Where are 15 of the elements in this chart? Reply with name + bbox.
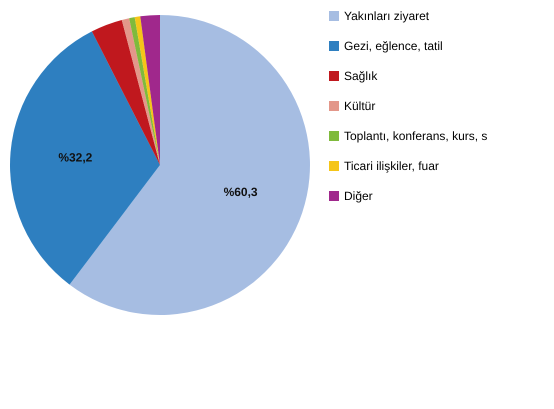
legend-label: Gezi, eğlence, tatil xyxy=(344,39,443,53)
pie-slice xyxy=(140,15,160,165)
legend-label: Ticari ilişkiler, fuar xyxy=(344,159,439,173)
legend-label: Sağlık xyxy=(344,69,378,83)
pie-slice xyxy=(122,18,160,165)
data-label: %32,2 xyxy=(58,150,93,165)
pie-slice xyxy=(134,16,160,165)
data-label: %60,3 xyxy=(224,185,258,200)
legend-label: Yakınları ziyaret xyxy=(344,9,430,23)
pie-slice xyxy=(92,20,160,165)
legend-label: Toplantı, konferans, kurs, s xyxy=(344,129,488,143)
legend-label: Kültür xyxy=(344,99,376,113)
pie-slice xyxy=(129,17,160,165)
pie-slice xyxy=(10,31,160,285)
legend-label: Diğer xyxy=(344,189,373,203)
